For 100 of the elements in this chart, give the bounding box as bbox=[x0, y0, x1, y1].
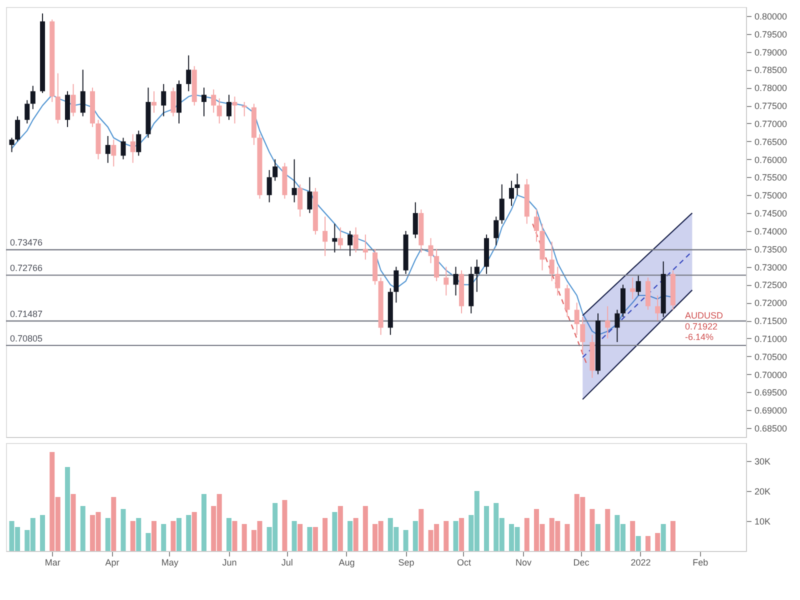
x-tick-label: Jul bbox=[281, 558, 293, 568]
bar bbox=[444, 521, 449, 551]
y-tick-label: 0.79500 bbox=[754, 29, 788, 40]
candlestick bbox=[24, 100, 30, 124]
candlestick bbox=[494, 216, 499, 246]
candlestick bbox=[555, 266, 560, 296]
candlestick bbox=[614, 309, 620, 343]
bar bbox=[152, 521, 156, 551]
bar bbox=[282, 500, 288, 551]
candlestick bbox=[362, 234, 368, 260]
y-tick-label: 0.71000 bbox=[754, 334, 788, 344]
bar bbox=[564, 524, 570, 551]
y-tick-label: 0.69000 bbox=[754, 406, 788, 416]
candlestick bbox=[30, 85, 36, 110]
candlestick bbox=[226, 94, 232, 120]
y-tick-label: 0.70500 bbox=[754, 352, 788, 362]
bar bbox=[362, 506, 368, 551]
candlestick bbox=[307, 176, 312, 214]
annotation: AUDUSD bbox=[684, 310, 724, 320]
candlestick bbox=[298, 184, 303, 218]
bar bbox=[322, 518, 328, 551]
bar bbox=[186, 515, 192, 551]
candlestick bbox=[605, 306, 610, 339]
candlestick bbox=[152, 90, 156, 114]
candlestick bbox=[211, 88, 216, 114]
bar bbox=[292, 521, 297, 551]
candlestick bbox=[161, 84, 166, 117]
x-tick-label: Feb bbox=[692, 558, 708, 568]
candlestick bbox=[216, 98, 222, 124]
bar bbox=[136, 518, 142, 551]
bar bbox=[403, 530, 408, 551]
y-tick-label: 0.78000 bbox=[754, 83, 788, 94]
candlestick bbox=[549, 241, 554, 282]
candlestick bbox=[120, 137, 126, 160]
candlestick bbox=[242, 101, 247, 117]
candlestick bbox=[332, 223, 338, 253]
x-tick-label: Aug bbox=[338, 558, 355, 568]
bar bbox=[630, 521, 636, 551]
bar bbox=[40, 515, 46, 551]
bar bbox=[232, 521, 238, 551]
candlestick bbox=[70, 84, 76, 117]
candlestick bbox=[453, 266, 458, 296]
y-tick-label: 0.74500 bbox=[754, 208, 788, 219]
candlestick bbox=[434, 248, 440, 282]
candlestick bbox=[292, 158, 297, 203]
bar bbox=[453, 521, 458, 551]
bar bbox=[120, 509, 126, 551]
candlestick bbox=[272, 158, 278, 182]
y-tick-label: 0.77000 bbox=[754, 118, 788, 129]
bar bbox=[242, 524, 247, 551]
candlestick bbox=[428, 238, 434, 264]
bar bbox=[146, 533, 151, 551]
candlestick bbox=[534, 208, 539, 242]
candlestick bbox=[636, 275, 641, 296]
candlestick bbox=[499, 184, 504, 224]
y-tick-label: 0.76500 bbox=[754, 136, 788, 147]
candlestick bbox=[580, 316, 586, 354]
bar bbox=[524, 518, 530, 551]
y-tick-label: 0.77500 bbox=[754, 101, 788, 112]
x-tick-label: Sep bbox=[398, 558, 414, 568]
bar bbox=[596, 524, 600, 551]
ref-line-label: 0.71487 bbox=[10, 309, 43, 320]
candlestick bbox=[509, 180, 514, 206]
bar bbox=[636, 536, 641, 551]
annotation: -6.14% bbox=[685, 332, 714, 342]
candlestick bbox=[353, 226, 358, 253]
y-tick-label: 0.71500 bbox=[754, 316, 788, 326]
candlestick bbox=[136, 130, 142, 156]
candlestick bbox=[655, 294, 660, 322]
bar bbox=[170, 521, 176, 551]
x-tick-label: Apr bbox=[105, 558, 120, 568]
bar bbox=[484, 506, 490, 551]
candlestick bbox=[564, 284, 570, 318]
bar bbox=[645, 536, 650, 551]
bar bbox=[670, 521, 676, 551]
y-tick-label: 0.69500 bbox=[754, 388, 788, 398]
bar bbox=[80, 506, 86, 551]
ref-line-label: 0.73476 bbox=[10, 238, 43, 248]
bar bbox=[418, 509, 424, 551]
x-tick-label: Oct bbox=[456, 558, 472, 568]
bar bbox=[105, 518, 110, 551]
candlestick bbox=[444, 266, 449, 296]
candlestick bbox=[412, 202, 418, 239]
bar bbox=[70, 494, 76, 551]
bar bbox=[298, 524, 303, 551]
y-tick-label: 0.68500 bbox=[754, 424, 788, 434]
y-tick-label: 0.80000 bbox=[754, 11, 788, 22]
bar bbox=[605, 509, 610, 551]
bar bbox=[176, 518, 182, 551]
candlestick bbox=[15, 116, 20, 142]
y-tick-label: 0.76000 bbox=[754, 154, 788, 165]
y-tick-label: 10K bbox=[754, 516, 771, 526]
bar bbox=[201, 494, 206, 551]
y-tick-label: 0.73000 bbox=[754, 262, 788, 272]
bar bbox=[459, 518, 464, 551]
candlestick bbox=[9, 137, 14, 153]
candlestick bbox=[232, 96, 238, 124]
y-tick-label: 20K bbox=[754, 486, 771, 496]
candlestick bbox=[111, 139, 116, 167]
y-tick-label: 0.79000 bbox=[754, 47, 788, 58]
